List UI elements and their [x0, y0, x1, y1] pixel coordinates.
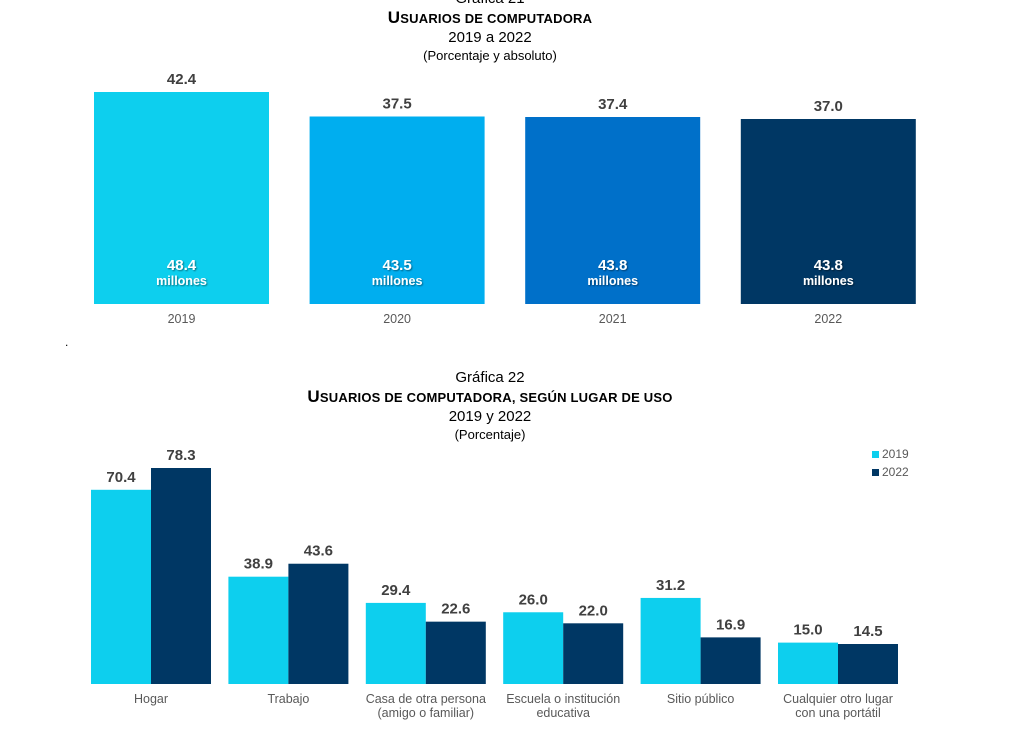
value-label-2022: 37.0	[814, 98, 843, 115]
value-label-2022-cat3: 22.0	[579, 602, 608, 619]
value-label-2022-cat5: 14.5	[853, 623, 882, 640]
chart1-number: Gráfica 21	[0, 0, 980, 8]
bar-2022	[740, 119, 916, 304]
chart2-title-initial: U	[307, 387, 320, 406]
absolute-value-2022: 43.8	[814, 257, 843, 274]
value-label-2019-cat4: 31.2	[656, 577, 685, 594]
bar-2022-cat4	[700, 637, 761, 684]
chart1-unit: (Porcentaje y absoluto)	[423, 48, 557, 63]
bar-2019-cat0	[91, 489, 151, 684]
x-tick-label-2019: 2019	[168, 312, 196, 326]
bar-2019-cat5	[778, 642, 838, 684]
bar-2022-cat1	[288, 563, 349, 684]
legend-swatch-2019	[872, 451, 879, 458]
chart2-title: USUARIOS DE COMPUTADORA, SEGÚN LUGAR DE …	[0, 387, 980, 408]
chart1-title-rest: SUARIOS DE COMPUTADORA	[400, 11, 593, 26]
bar-2019	[94, 92, 269, 304]
x-tick-label-cat1-line0: Trabajo	[267, 692, 309, 706]
value-label-2019: 42.4	[167, 71, 197, 88]
chart2-title-block: Gráfica 22 USUARIOS DE COMPUTADORA, SEGÚ…	[0, 369, 980, 443]
chart1-title-initial: U	[387, 8, 401, 27]
bar-2020	[309, 116, 485, 304]
bar-2019-cat3	[503, 612, 564, 684]
chart2-title-rest: SUARIOS DE COMPUTADORA, SEGÚN LUGAR DE U…	[319, 390, 673, 405]
legend-label-2022: 2022	[882, 465, 909, 479]
chart1-plot: 42.448.4millones201937.543.5millones2020…	[94, 71, 916, 326]
x-tick-label-cat2-line0: Casa de otra persona	[366, 692, 486, 706]
value-label-2020: 37.5	[382, 96, 411, 113]
value-label-2019-cat5: 15.0	[793, 622, 822, 639]
chart2-unit: (Porcentaje)	[454, 427, 526, 442]
absolute-value-2020: 43.5	[382, 257, 411, 274]
value-label-2022-cat1: 43.6	[304, 543, 333, 560]
value-label-2019-cat0: 70.4	[106, 469, 136, 486]
x-tick-label-2021: 2021	[599, 312, 627, 326]
bar-2021	[525, 117, 701, 304]
absolute-value-2021: 43.8	[598, 257, 627, 274]
chart2-plot: 70.4 78.3 Hogar 38.9 43.6 Trabajo 29.4 22.6 Casa…	[91, 447, 909, 720]
chart1-title: USUARIOS DE COMPUTADORA	[0, 8, 980, 29]
bar-2019-cat4	[640, 597, 701, 684]
value-label-2019-cat2: 29.4	[381, 582, 411, 599]
value-label-2019-cat1: 38.9	[244, 556, 273, 573]
absolute-unit-2020: millones	[372, 274, 423, 288]
chart1-years: 2019 a 2022	[448, 29, 532, 46]
absolute-unit-2021: millones	[587, 274, 638, 288]
chart2-years: 2019 y 2022	[448, 408, 532, 425]
x-tick-label-cat3-line0: Escuela o institución	[506, 692, 620, 706]
x-tick-label-cat0-line0: Hogar	[134, 692, 168, 706]
bar-2019-cat1	[228, 576, 289, 684]
x-tick-label-cat3-line1: educativa	[536, 706, 590, 720]
value-label-2021: 37.4	[598, 96, 628, 113]
x-tick-label-2020: 2020	[383, 312, 411, 326]
bar-2022-cat2	[425, 621, 486, 684]
value-label-2022-cat0: 78.3	[166, 447, 195, 464]
value-label-2019-cat3: 26.0	[519, 591, 548, 608]
bar-2019-cat2	[365, 602, 426, 684]
x-tick-label-cat5-line1: con una portátil	[795, 706, 880, 720]
x-tick-label-cat4-line0: Sitio público	[667, 692, 734, 706]
chart1-title-block: Gráfica 21 USUARIOS DE COMPUTADORA 2019 …	[0, 0, 980, 64]
x-tick-label-cat2-line1: (amigo o familiar)	[378, 706, 475, 720]
bar-2022-cat5	[838, 644, 898, 684]
value-label-2022-cat2: 22.6	[441, 601, 470, 618]
chart2-number: Gráfica 22	[455, 369, 525, 386]
absolute-value-2019: 48.4	[167, 257, 197, 274]
legend-label-2019: 2019	[882, 447, 909, 461]
value-label-2022-cat4: 16.9	[716, 616, 745, 633]
x-tick-label-cat5-line0: Cualquier otro lugar	[783, 692, 893, 706]
legend-swatch-2022	[872, 469, 879, 476]
separator-dot: .	[65, 335, 69, 349]
bar-2022-cat3	[563, 623, 624, 684]
bar-2022-cat0	[151, 468, 211, 684]
absolute-unit-2019: millones	[156, 274, 207, 288]
x-tick-label-2022: 2022	[814, 312, 842, 326]
absolute-unit-2022: millones	[803, 274, 854, 288]
